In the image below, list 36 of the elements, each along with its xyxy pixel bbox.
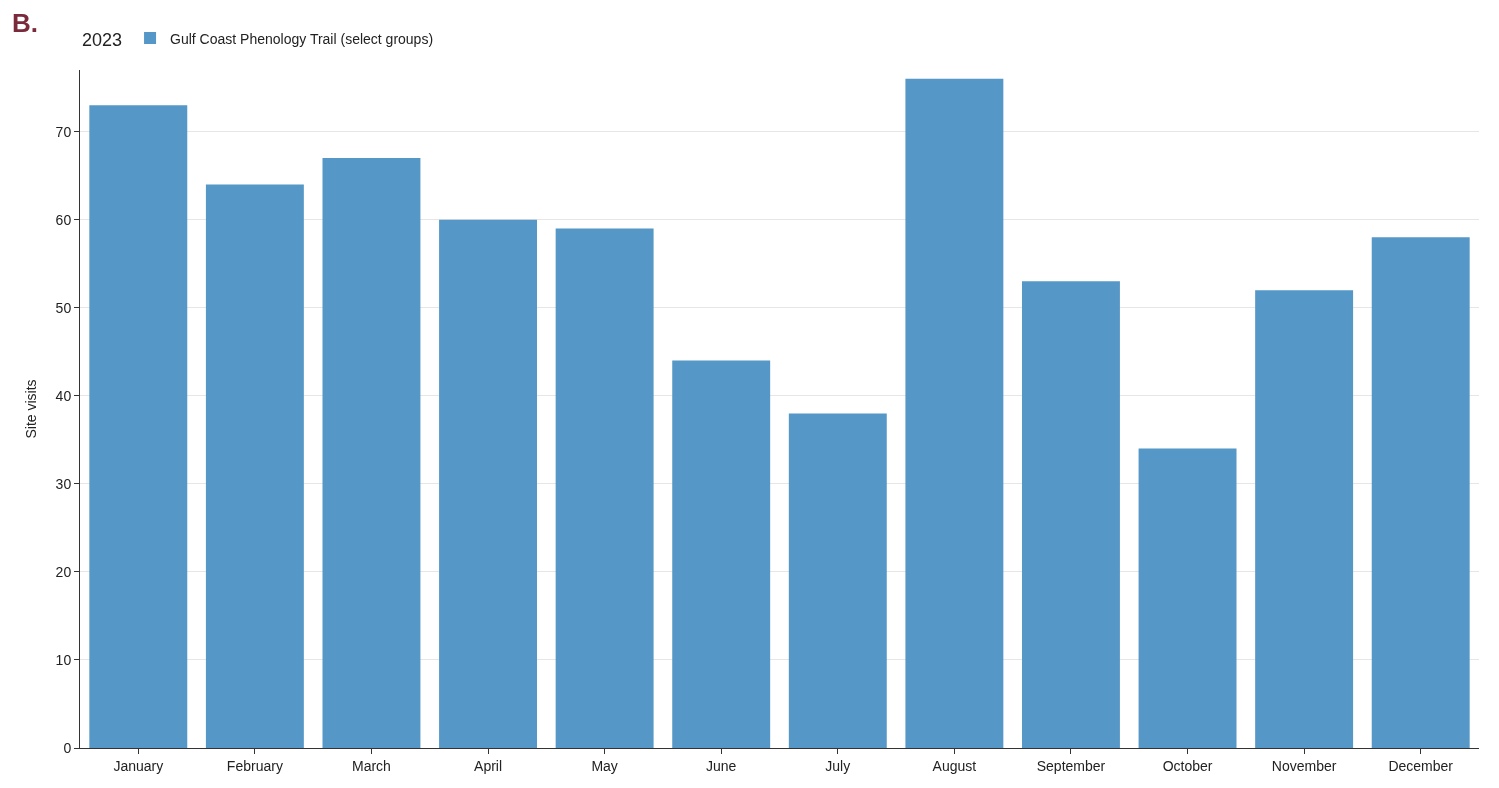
x-tick-label: July <box>825 757 851 774</box>
legend-label: Gulf Coast Phenology Trail (select groups) <box>170 30 434 47</box>
y-tick-label: 10 <box>55 651 72 668</box>
legend-title: 2023 <box>82 29 123 50</box>
bar <box>555 228 654 748</box>
x-tick-label: April <box>474 757 503 774</box>
bar <box>905 78 1004 748</box>
bar <box>1021 281 1120 748</box>
y-tick-label: 30 <box>55 475 72 492</box>
x-tick-label: November <box>1271 757 1337 774</box>
y-tick-label: 20 <box>55 563 72 580</box>
y-tick-label: 50 <box>55 299 72 316</box>
bar <box>788 413 887 748</box>
y-tick-label: 40 <box>55 387 72 404</box>
x-tick-label: October <box>1162 757 1213 774</box>
x-tick-label: August <box>932 757 977 774</box>
x-tick-label: December <box>1388 757 1454 774</box>
bar <box>205 184 304 748</box>
bar <box>89 105 188 748</box>
x-tick-label: February <box>226 757 283 774</box>
x-tick-label: September <box>1036 757 1106 774</box>
y-axis-title: Site visits <box>23 379 40 439</box>
bar <box>1138 448 1237 748</box>
bar <box>1255 290 1354 748</box>
y-tick-label: 70 <box>55 123 72 140</box>
y-tick-label: 0 <box>63 739 72 756</box>
x-tick-label: January <box>113 757 164 774</box>
x-tick-label: May <box>591 757 618 774</box>
y-tick-label: 60 <box>55 211 72 228</box>
text: B. <box>12 8 38 38</box>
bar <box>1371 237 1470 748</box>
bar <box>672 360 771 748</box>
bar <box>439 219 538 748</box>
bar <box>322 158 421 748</box>
x-tick-label: March <box>352 757 391 774</box>
x-tick-label: June <box>706 757 737 774</box>
